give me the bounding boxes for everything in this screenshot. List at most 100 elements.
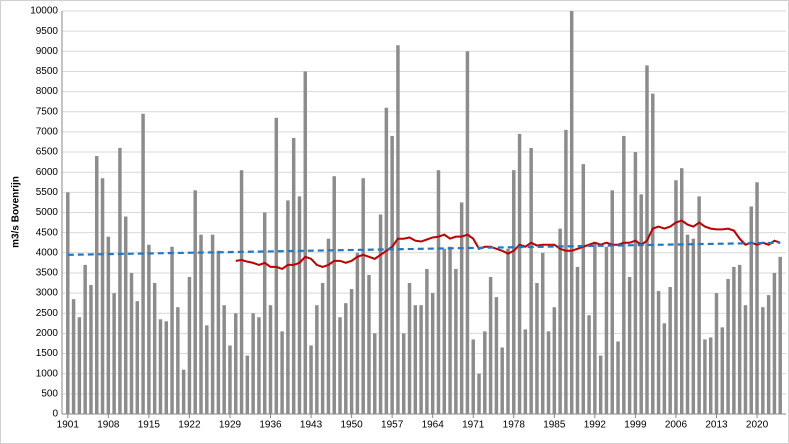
- bar: [257, 317, 261, 414]
- y-tick-label: 3500: [36, 268, 59, 279]
- x-tick-label: 1978: [503, 420, 526, 431]
- bar: [512, 170, 516, 414]
- bar: [147, 244, 151, 414]
- moving-average-line: [235, 219, 781, 271]
- y-tick-label: 2000: [36, 328, 59, 339]
- bar: [616, 341, 620, 414]
- bar: [454, 268, 458, 414]
- x-tick-label: 2020: [746, 420, 769, 431]
- bar: [604, 246, 609, 414]
- bar: [187, 276, 192, 414]
- bar: [95, 156, 99, 414]
- bar: [100, 178, 105, 414]
- y-tick-label: 1500: [36, 348, 59, 359]
- bar: [459, 202, 464, 414]
- bar: [726, 278, 730, 414]
- bar: [593, 242, 597, 414]
- bar: [123, 216, 128, 414]
- bar: [332, 176, 336, 414]
- x-tick-label: 1943: [300, 420, 323, 431]
- y-tick-label: 10000: [30, 6, 58, 17]
- bar: [303, 71, 308, 414]
- y-tick-label: 9000: [36, 46, 59, 57]
- x-tick-label: 1999: [624, 420, 647, 431]
- x-tick-label: 1915: [138, 420, 161, 431]
- x-tick-label: 1950: [340, 420, 363, 431]
- bar: [622, 135, 626, 414]
- x-tick-label: 1936: [259, 420, 282, 431]
- bar: [540, 252, 545, 414]
- x-tick-label: 1971: [462, 420, 485, 431]
- bar: [471, 339, 475, 414]
- bar: [581, 164, 586, 414]
- y-tick-label: 8500: [36, 66, 59, 77]
- y-tick-label: 1000: [36, 368, 59, 379]
- bar: [112, 293, 116, 414]
- bar: [291, 137, 296, 414]
- bar: [66, 192, 70, 414]
- bar: [234, 313, 238, 414]
- bar: [268, 305, 273, 414]
- bar: [610, 190, 614, 414]
- y-axis-label: m3/s Bovenrijn: [11, 176, 22, 248]
- bar: [465, 51, 470, 415]
- x-tick-label: 1985: [543, 420, 566, 431]
- bar: [164, 321, 168, 414]
- bar: [199, 234, 203, 414]
- bar: [569, 11, 574, 414]
- bar: [639, 194, 643, 414]
- bar: [674, 180, 678, 414]
- y-tick-label: 9500: [36, 26, 59, 37]
- bar: [564, 129, 568, 414]
- bar: [697, 196, 701, 414]
- bar: [141, 113, 145, 414]
- bar: [668, 287, 672, 414]
- bar: [373, 333, 377, 414]
- bar: [598, 355, 603, 414]
- y-tick-label: 4000: [36, 247, 59, 258]
- bar: [181, 369, 186, 414]
- bar: [691, 238, 696, 414]
- bar: [651, 93, 655, 415]
- bar: [494, 297, 499, 414]
- bar: [315, 305, 319, 414]
- bar: [193, 190, 197, 414]
- bar: [737, 264, 742, 414]
- bar: [749, 206, 753, 414]
- bar: [535, 283, 539, 414]
- bar: [344, 303, 348, 414]
- bar: [488, 276, 493, 414]
- y-tick-label: 7500: [36, 106, 59, 117]
- bar: [483, 331, 487, 414]
- y-tick-label: 6500: [36, 147, 59, 158]
- bar: [176, 307, 180, 414]
- bar: [401, 333, 406, 414]
- bar: [361, 178, 365, 414]
- bar: [732, 266, 736, 414]
- bar: [430, 293, 435, 414]
- bar: [587, 315, 591, 414]
- bar: [656, 291, 661, 414]
- bar: [390, 135, 394, 414]
- bar: [129, 272, 134, 414]
- bar: [517, 133, 522, 415]
- bar: [575, 266, 580, 414]
- bar: [419, 305, 423, 414]
- bar: [378, 214, 383, 414]
- bar: [743, 305, 748, 414]
- y-tick-label: 2500: [36, 308, 59, 319]
- bar: [523, 329, 528, 414]
- x-tick-label: 1929: [219, 420, 242, 431]
- bar: [396, 45, 400, 414]
- y-tick-label: 7000: [36, 127, 59, 138]
- x-tick-label: 2006: [665, 420, 688, 431]
- bar: [477, 373, 481, 414]
- y-tick-label: 4500: [36, 227, 59, 238]
- bar: [384, 107, 389, 414]
- bar: [703, 339, 707, 414]
- x-tick-label: 2013: [705, 420, 728, 431]
- bar: [320, 283, 325, 414]
- y-tick-label: 8000: [36, 86, 59, 97]
- bar: [152, 283, 157, 414]
